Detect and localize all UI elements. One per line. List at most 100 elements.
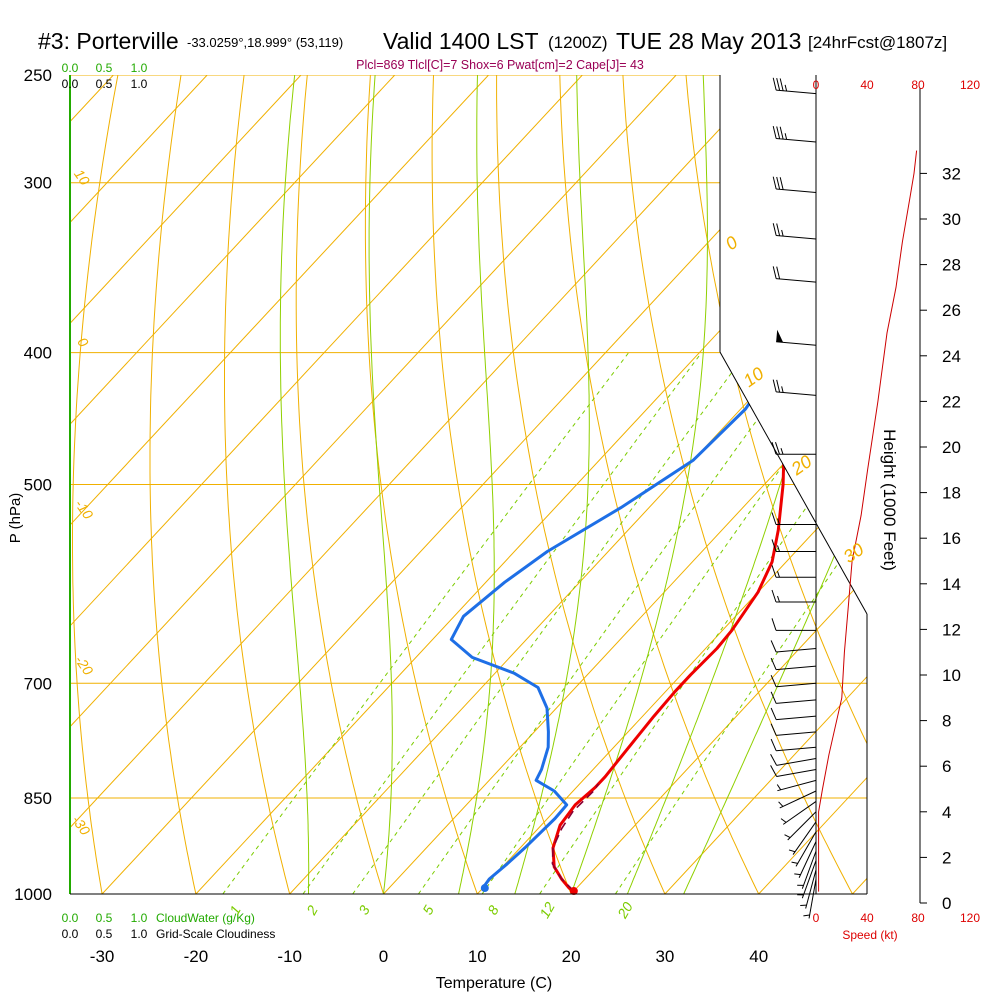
wind-barb-flag <box>772 223 777 236</box>
wind-barb-flag <box>776 223 781 236</box>
wind-barb-flag <box>771 618 777 631</box>
wind-barb-flag <box>772 379 777 393</box>
cloudiness-tick-bottom: 0.0 <box>62 927 79 941</box>
wind-barbs <box>770 77 817 919</box>
wind-barb-staff <box>779 790 817 809</box>
wind-barb-staff <box>776 769 817 777</box>
wind-barb-staff <box>776 278 817 283</box>
wind-barb-staff <box>776 89 817 95</box>
dry-adiabat <box>621 75 853 894</box>
dry-adiabat <box>683 75 867 894</box>
height-axis-title: Height (1000 Feet) <box>880 429 899 571</box>
isotherm-label: 0 <box>74 334 92 350</box>
mixing-ratio-label: 8 <box>484 902 502 917</box>
pressure-tick-label: 250 <box>24 66 52 85</box>
wind-barb-flag <box>776 126 781 139</box>
wind-barb <box>800 869 817 909</box>
speed-tick-label-top: 0 <box>813 78 820 92</box>
wind-barb-staff <box>776 746 817 752</box>
wind-barb-flag <box>772 176 777 190</box>
wind-barb <box>778 790 817 809</box>
isotherm-label: 10 <box>71 166 93 188</box>
wind-barb-flag <box>772 126 777 139</box>
wind-barb-staff <box>798 841 817 878</box>
wind-barb <box>770 738 817 752</box>
wind-barb <box>784 811 817 841</box>
wind-barb <box>770 723 817 736</box>
dry-adiabat <box>364 75 478 894</box>
height-tick-label: 10 <box>942 666 961 685</box>
wind-barb-staff <box>776 188 817 193</box>
wind-barb <box>772 126 817 143</box>
speed-tick-label-bottom: 80 <box>911 911 925 925</box>
wind-barb-staff <box>776 731 817 736</box>
wind-barb-flag <box>772 266 777 279</box>
isotherm-label: 20 <box>787 451 816 479</box>
height-tick-label: 22 <box>942 392 961 411</box>
temperature-tick-label: -30 <box>90 947 115 966</box>
height-tick-label: 6 <box>942 757 951 776</box>
isotherm-line <box>70 75 583 894</box>
wind-speed-line <box>818 150 918 892</box>
wind-barb <box>771 539 816 552</box>
cloudiness-tick-top: 0.5 <box>96 77 113 91</box>
wind-barb-staff <box>776 391 817 396</box>
wind-barb <box>797 850 817 889</box>
moist-adiabat <box>683 75 867 894</box>
cloudwater-tick-top: 0.0 <box>62 61 79 75</box>
wind-barb-staff <box>795 831 817 867</box>
wind-barb-flag <box>775 442 780 455</box>
wind-barb <box>772 176 817 193</box>
plot-border-diagonal <box>719 351 868 615</box>
wind-barb-flag <box>776 176 781 190</box>
mixing-ratio-label: 2 <box>303 902 321 918</box>
cloudwater-label: CloudWater (g/Kg) <box>156 911 255 925</box>
speed-tick-label-bottom: 40 <box>860 911 874 925</box>
speed-tick-label-bottom: 0 <box>813 911 820 925</box>
speed-axis-title: Speed (kt) <box>842 928 897 942</box>
wind-barb-halfflag <box>781 229 784 237</box>
wind-barb-staff <box>782 801 817 825</box>
wind-barb-flag <box>770 738 777 751</box>
height-tick-label: 16 <box>942 529 961 548</box>
isotherm-line <box>289 75 867 894</box>
wind-barb <box>771 565 816 578</box>
wind-barb-flag <box>770 765 778 777</box>
pressure-tick-label: 400 <box>24 344 52 363</box>
wind-barb-staff <box>801 850 817 889</box>
isotherm-label: 10 <box>740 363 768 391</box>
wind-barb <box>772 223 817 240</box>
wind-barb-flag <box>770 674 777 687</box>
dry-adiabat <box>808 75 867 894</box>
wind-barb-staff <box>805 869 817 909</box>
mixing-ratio-label: 12 <box>536 899 558 921</box>
wind-barb <box>770 707 817 721</box>
pressure-tick-label: 700 <box>24 674 52 693</box>
wind-barb <box>770 640 817 653</box>
forecast-date: TUE 28 May 2013 <box>616 28 802 54</box>
parcel-line <box>551 783 600 892</box>
wind-barb <box>772 379 817 396</box>
pressure-tick-label: 1000 <box>14 885 52 904</box>
wind-barb-pennant <box>776 329 784 343</box>
wind-barb-flag <box>772 77 777 91</box>
wind-barb-halfflag <box>784 834 791 838</box>
moist-adiabat <box>279 75 310 894</box>
moist-adiabat <box>626 75 858 894</box>
isotherm-line <box>664 75 867 894</box>
cloudiness-tick-top: 0.0 <box>62 77 79 91</box>
moist-adiabat <box>570 75 708 894</box>
temperature-tick-label: -20 <box>184 947 209 966</box>
wind-barb <box>794 841 817 878</box>
cloudiness-tick-bottom: 1.0 <box>131 927 148 941</box>
wind-barb-staff <box>808 878 817 919</box>
speed-tick-label-top: 120 <box>960 78 980 92</box>
wind-barb-halfflag <box>788 849 796 853</box>
mixing-ratio-line <box>539 352 867 894</box>
wind-barb-halfflag <box>803 914 810 917</box>
wind-barb-staff <box>776 137 817 143</box>
height-tick-label: 18 <box>942 484 961 503</box>
wind-barb <box>776 329 817 346</box>
wind-barb-flag <box>770 657 777 670</box>
height-tick-label: 4 <box>942 803 951 822</box>
